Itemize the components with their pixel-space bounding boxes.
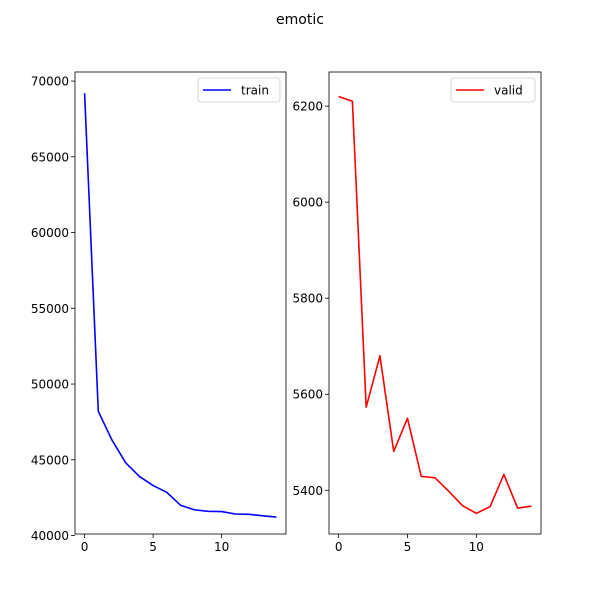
legend-box <box>197 77 281 103</box>
y-tick-label: 50000 <box>31 378 69 392</box>
y-tick-label: 70000 <box>31 75 69 89</box>
y-tick-label: 40000 <box>31 529 69 543</box>
legend: valid <box>450 77 536 103</box>
x-tick-label: 0 <box>81 540 89 554</box>
y-tick-label: 60000 <box>31 226 69 240</box>
x-tick-label: 5 <box>149 540 157 554</box>
axes-frame <box>328 71 542 535</box>
train-subplot: 0 5 10 40000 45000 50000 55000 60000 65000 70000 t… <box>31 71 287 554</box>
axes-frame <box>74 71 287 535</box>
y-tick-label: 5600 <box>292 388 323 402</box>
legend-label: valid <box>494 84 523 98</box>
series-line-train <box>83 93 277 518</box>
x-tick-label: 10 <box>214 540 229 554</box>
y-tick-label: 5800 <box>292 292 323 306</box>
y-tick-label: 45000 <box>31 453 69 467</box>
valid-subplot: 0 5 10 5400 5600 5800 6000 6200 valid <box>292 71 542 554</box>
legend-label: train <box>241 84 269 98</box>
x-tick-label: 10 <box>469 540 484 554</box>
chart-title: emotic <box>276 12 324 28</box>
legend: train <box>197 77 281 103</box>
y-tick-label: 65000 <box>31 150 69 164</box>
y-tick-label: 5400 <box>292 484 323 498</box>
y-tick-label: 55000 <box>31 302 69 316</box>
y-tick-label: 6200 <box>292 100 323 114</box>
series-line-valid <box>338 95 532 515</box>
y-tick-label: 6000 <box>292 196 323 210</box>
legend-box <box>450 77 536 103</box>
x-tick-label: 5 <box>404 540 412 554</box>
x-tick-label: 0 <box>335 540 343 554</box>
